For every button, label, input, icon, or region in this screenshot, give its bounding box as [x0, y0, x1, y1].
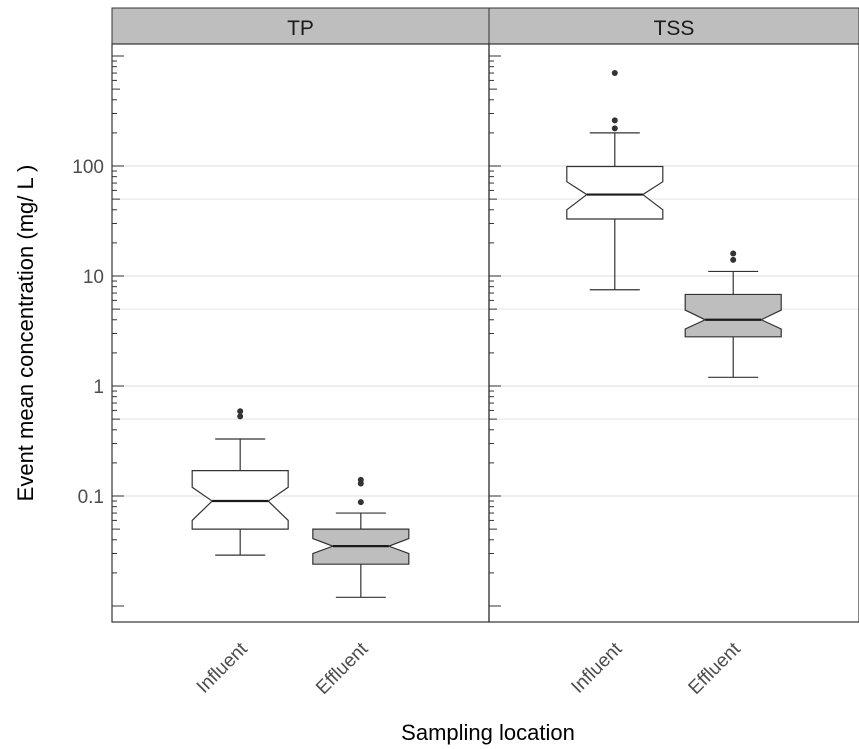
y-tick-label: 0.1	[78, 487, 104, 508]
y-tick-label: 1	[93, 377, 104, 398]
outlier-point	[611, 117, 618, 124]
outlier-point	[730, 250, 737, 257]
x-tick-label: Effluent	[685, 638, 746, 699]
outlier-point	[357, 499, 364, 506]
panel-border	[111, 43, 490, 623]
outlier-point	[730, 256, 737, 263]
y-tick-label: 100	[72, 157, 104, 178]
strip-title: TSS	[654, 17, 695, 40]
box-influent	[191, 470, 289, 530]
y-axis-title: Event mean concentration (mg/ L )	[13, 165, 38, 502]
outlier-point	[611, 70, 618, 77]
panel-border	[488, 43, 859, 623]
strip-tp	[111, 7, 490, 45]
box-effluent	[684, 293, 782, 338]
strip-title: TP	[287, 17, 314, 40]
y-tick-label: 10	[83, 267, 104, 288]
x-tick-label: Influent	[193, 638, 252, 697]
outlier-point	[237, 413, 244, 420]
x-axis-title: Sampling location	[401, 720, 575, 745]
outlier-point	[237, 408, 244, 415]
outlier-point	[611, 125, 618, 132]
x-tick-label: Influent	[567, 638, 626, 697]
outlier-point	[357, 476, 364, 483]
x-tick-label: Effluent	[312, 638, 373, 699]
box-influent	[566, 165, 664, 220]
strip-tss	[488, 7, 859, 45]
